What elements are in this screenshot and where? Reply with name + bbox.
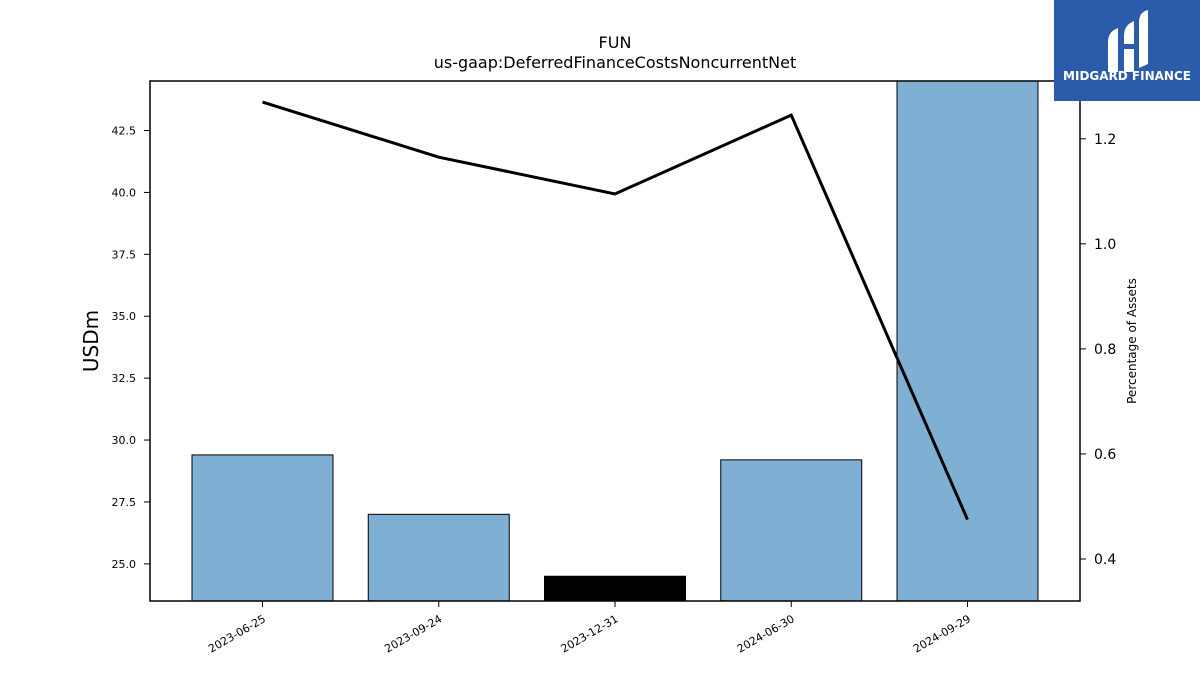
y2-tick-label: 0.8 [1094,342,1116,358]
y-axis-label: USDm [79,310,103,372]
chart-title: FUN [599,33,632,52]
chart-subtitle: us-gaap:DeferredFinanceCostsNoncurrentNe… [434,53,797,72]
x-tick-label: 2023-12-31 [559,612,621,655]
bar [367,513,510,602]
bar [191,454,334,602]
y2-tick-label: 1.2 [1094,132,1116,148]
y-tick-label: 40.0 [112,186,137,199]
bar [896,80,1039,602]
y-tick-label: 27.5 [112,496,137,509]
y-tick-label: 42.5 [112,125,137,138]
y-tick-label: 30.0 [112,434,137,447]
y-tick-label: 32.5 [112,372,137,385]
brand-name: MIDGARD FINANCE [1063,69,1191,83]
x-tick-label: 2024-09-29 [911,612,973,655]
brand-logo: MIDGARD FINANCE [1054,0,1200,101]
y-tick-label: 37.5 [112,248,137,261]
y2-tick-label: 0.6 [1094,447,1116,463]
bar [720,459,863,602]
x-tick-label: 2024-06-30 [735,612,797,655]
midgard-logo-icon [1108,10,1148,72]
x-tick-label: 2023-09-24 [382,612,444,655]
x-tick-label: 2023-06-25 [206,612,268,655]
y-tick-label: 25.0 [112,558,137,571]
y2-tick-label: 1.0 [1094,237,1116,253]
series-line [262,100,969,521]
y2-axis-label: Percentage of Assets [1125,278,1139,404]
bar [544,575,686,602]
y2-tick-label: 0.4 [1094,552,1116,568]
y-tick-label: 35.0 [112,310,137,323]
